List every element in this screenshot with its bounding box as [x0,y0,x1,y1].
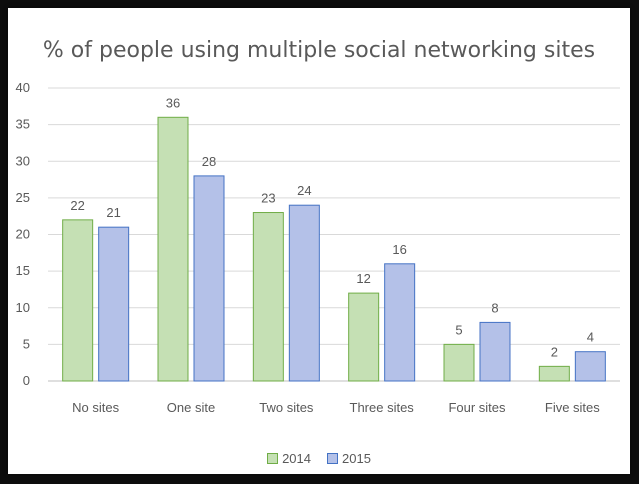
y-tick-label-35: 35 [16,117,30,132]
data-label-2014-1: 36 [166,95,180,110]
data-label-2015-1: 28 [202,154,216,169]
bar-2014-2 [252,212,284,382]
data-label-2015-2: 24 [297,183,311,198]
data-label-2014-2: 23 [261,191,275,206]
y-tick-label-15: 15 [16,263,30,278]
x-tick-label-4: Four sites [448,400,506,415]
bar-2015-3 [384,263,416,382]
legend-swatch-2015 [327,453,338,464]
bar-2015-5 [574,351,606,382]
legend-item-2014: 2014 [267,451,311,466]
y-tick-label-5: 5 [23,336,30,351]
data-label-2015-0: 21 [106,205,120,220]
data-label-2014-0: 22 [70,198,84,213]
bar-2014-4 [443,343,475,382]
legend: 2014 2015 [8,451,630,466]
bar-2015-4 [479,321,511,382]
data-label-2015-4: 8 [491,300,498,315]
bar-2015-0 [98,226,130,382]
legend-item-2015: 2015 [327,451,371,466]
bar-2014-0 [62,219,94,382]
y-tick-label-40: 40 [16,80,30,95]
y-tick-label-25: 25 [16,190,30,205]
chart-frame: % of people using multiple social networ… [8,8,630,474]
y-tick-label-0: 0 [23,373,30,388]
bar-2014-3 [348,292,380,382]
bar-2015-1 [193,175,225,382]
y-tick-label-20: 20 [16,227,30,242]
data-label-2015-3: 16 [392,242,406,257]
y-tick-label-10: 10 [16,300,30,315]
x-tick-label-5: Five sites [545,400,600,415]
legend-label-2015: 2015 [342,451,371,466]
legend-label-2014: 2014 [282,451,311,466]
legend-swatch-2014 [267,453,279,464]
bar-2014-5 [538,365,570,382]
y-tick-label-30: 30 [16,153,30,168]
data-label-2015-5: 4 [587,330,594,345]
data-label-2014-5: 2 [551,344,558,359]
data-label-2014-3: 12 [356,271,370,286]
chart-title: % of people using multiple social networ… [42,38,596,63]
x-tick-label-2: Two sites [259,400,314,415]
x-tick-label-3: Three sites [350,400,415,415]
data-label-2014-4: 5 [455,322,462,337]
bar-2015-2 [288,204,320,382]
x-tick-label-1: One site [167,400,215,415]
bar-2014-1 [157,116,189,382]
x-tick-label-0: No sites [72,400,119,415]
